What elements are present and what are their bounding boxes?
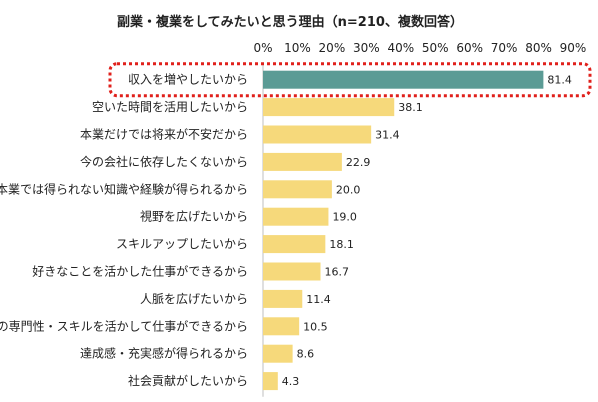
x-tick-label: 60% — [456, 41, 483, 55]
value-label: 4.3 — [282, 375, 300, 388]
x-tick-label: 80% — [525, 41, 552, 55]
value-label: 31.4 — [375, 129, 400, 142]
highlight-outline — [108, 62, 592, 98]
x-tick-label: 90% — [560, 41, 587, 55]
value-label: 81.4 — [547, 74, 572, 87]
bar — [263, 317, 300, 336]
value-label: 18.1 — [329, 238, 354, 251]
category-label: 本業では得られない知識や経験が得られるから — [0, 181, 248, 196]
bar — [263, 372, 278, 391]
bar — [263, 152, 342, 171]
x-axis-ticks: 0% 10% 20% 30% 40% 50% 60% 70% 80% 90% — [253, 41, 586, 55]
value-label: 22.9 — [346, 156, 371, 169]
chart-title: 副業・複業をしてみたいと思う理由（n=210、複数回答） — [117, 14, 463, 30]
bar — [263, 262, 321, 281]
x-tick-label: 40% — [387, 41, 414, 55]
value-label: 8.6 — [297, 348, 315, 361]
bar — [263, 98, 395, 117]
value-label: 38.1 — [398, 101, 423, 114]
bar — [263, 235, 326, 254]
category-label: 自分の専門性・スキルを活かして仕事ができるから — [0, 318, 248, 333]
bar — [263, 344, 293, 363]
x-tick-label: 0% — [253, 41, 272, 55]
value-label: 20.0 — [336, 183, 361, 196]
bar — [263, 125, 372, 144]
category-label: 収入を増やしたいから — [128, 73, 248, 87]
bar — [263, 70, 544, 89]
x-tick-label: 10% — [284, 41, 311, 55]
x-tick-label: 30% — [353, 41, 380, 55]
bar — [263, 289, 303, 308]
value-labels: 81.4 38.1 31.4 22.9 20.0 19.0 18.1 16.7 11.4 10.5… — [282, 74, 572, 388]
category-label: 達成感・充実感が得られるから — [80, 346, 248, 361]
category-label: 空いた時間を活用したいから — [92, 100, 248, 114]
bar — [263, 180, 332, 199]
category-label: 視野を広げたいから — [140, 209, 248, 224]
category-label: スキルアップしたいから — [116, 237, 248, 251]
category-labels: 収入を増やしたいから空いた時間を活用したいから本業だけでは将来が不安だから今の会… — [0, 73, 248, 388]
value-label: 19.0 — [332, 211, 357, 224]
highlight-group — [108, 62, 592, 98]
category-label: 人脈を広げたいから — [140, 292, 248, 306]
bar — [263, 207, 329, 226]
x-tick-label: 70% — [491, 41, 518, 55]
x-tick-label: 50% — [422, 41, 449, 55]
category-label: 今の会社に依存したくないから — [80, 154, 248, 169]
category-label: 好きなことを活かした仕事ができるから — [32, 264, 248, 279]
value-label: 10.5 — [303, 320, 328, 333]
value-label: 16.7 — [325, 266, 350, 279]
category-label: 本業だけでは将来が不安だから — [80, 127, 248, 142]
x-tick-label: 20% — [319, 41, 346, 55]
value-label: 11.4 — [306, 293, 331, 306]
category-label: 社会貢献がしたいから — [128, 373, 248, 388]
bars-group — [263, 70, 544, 391]
